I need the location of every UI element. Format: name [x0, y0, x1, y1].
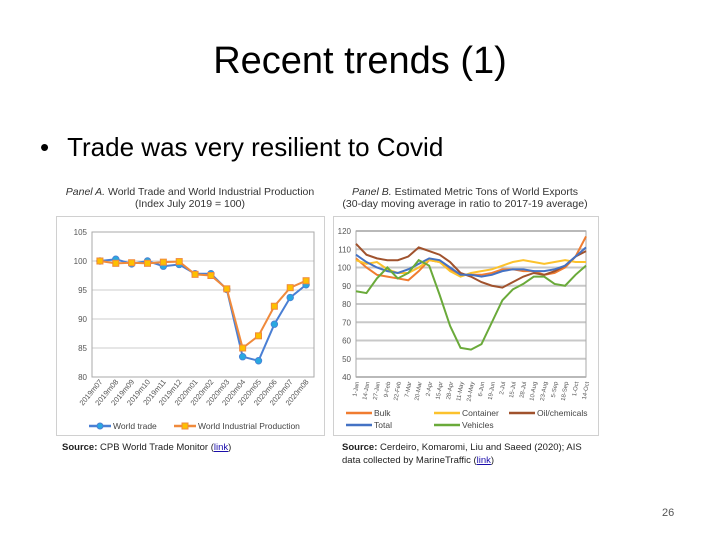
- slide-title: Recent trends (1): [213, 40, 507, 82]
- bullet-point: • Trade was very resilient to Covid: [40, 132, 443, 163]
- y-tick-label: 40: [342, 373, 351, 382]
- x-tick-label: 20-Mar: [414, 381, 423, 401]
- bullet-icon: •: [40, 132, 50, 162]
- x-tick-label: 28-Jul: [519, 381, 528, 398]
- source-link[interactable]: link: [476, 455, 491, 466]
- source-link[interactable]: link: [213, 442, 229, 453]
- panel-b-source: Source: Cerdeiro, Komaromi, Liu and Saee…: [342, 442, 582, 466]
- y-tick-label: 105: [74, 228, 88, 237]
- x-tick-label: 1-Oct: [572, 381, 581, 397]
- data-point: [286, 293, 294, 302]
- x-tick-label: 2-Apr: [426, 381, 434, 396]
- y-tick-label: 80: [78, 373, 87, 382]
- x-tick-label: 6-Jun: [478, 381, 487, 397]
- x-tick-label: 5-Sep: [551, 381, 560, 398]
- data-point: [159, 258, 167, 266]
- data-point: [144, 259, 151, 267]
- legend-label: Bulk: [374, 408, 391, 418]
- data-point: [112, 259, 120, 267]
- legend-marker: [181, 422, 189, 430]
- x-tick-label: 27-Jan: [373, 381, 382, 400]
- legend-label: Total: [374, 420, 392, 430]
- legend-label: Container: [462, 408, 499, 418]
- x-tick-label: 14-Oct: [582, 381, 591, 400]
- x-tick-label: 10-Aug: [529, 381, 538, 401]
- x-tick-label: 22-Feb: [394, 381, 403, 401]
- data-point: [238, 352, 247, 361]
- data-point: [255, 332, 262, 340]
- data-point: [207, 272, 215, 279]
- legend-marker: [96, 422, 104, 430]
- x-tick-label: 11-May: [456, 381, 465, 401]
- series-line-oil-chemicals: [355, 243, 587, 289]
- panel-b-title: Panel B. Estimated Metric Tons of World …: [342, 186, 588, 210]
- panel-a-chart: 80 85 90 95 100 105 2019m07 2019m08 2019m09 2019m…: [56, 216, 325, 436]
- data-point: [175, 258, 183, 266]
- x-tick-label: 19-Jun: [488, 381, 497, 400]
- bullet-text: Trade was very resilient to Covid: [67, 132, 444, 162]
- y-tick-label: 60: [342, 337, 351, 346]
- data-point: [239, 344, 247, 352]
- data-point: [128, 259, 136, 267]
- legend-label: World Industrial Production: [198, 421, 300, 431]
- x-tick-label: 24-May: [467, 381, 476, 402]
- x-tick-label: 1-Jan: [352, 381, 361, 397]
- y-tick-label: 90: [78, 315, 87, 324]
- page-number: 26: [662, 507, 675, 519]
- x-tick-label: 9-Feb: [384, 381, 393, 398]
- y-tick-label: 85: [78, 344, 87, 353]
- y-tick-label: 95: [78, 286, 87, 295]
- series-line-total: [355, 246, 587, 278]
- x-tick-label: 18-Sep: [561, 381, 570, 402]
- data-point: [286, 284, 294, 292]
- data-point: [302, 277, 310, 285]
- panel-b-chart: 40 50 60 70 80 90 100 110 120 1-Jan 14-Jan 27-Jan 9-…: [333, 216, 599, 436]
- data-point: [254, 357, 263, 365]
- data-point: [191, 270, 199, 278]
- data-point: [270, 320, 279, 328]
- plot-area: [355, 230, 587, 378]
- y-tick-label: 50: [342, 355, 351, 364]
- data-point: [96, 257, 104, 265]
- legend-label: Oil/chemicals: [537, 408, 588, 418]
- x-tick-label: 15-Jul: [509, 381, 518, 398]
- legend-label: Vehicles: [462, 420, 494, 430]
- x-tick-label: 7-Mar: [405, 381, 414, 397]
- y-tick-label: 100: [338, 264, 352, 273]
- y-tick-label: 70: [342, 318, 351, 327]
- data-point: [270, 302, 278, 310]
- x-tick-label: 14-Jan: [362, 381, 371, 400]
- x-tick-label: 15-Apr: [436, 381, 445, 400]
- plot-area: [91, 231, 315, 378]
- x-tick-label: 28-Apr: [446, 381, 455, 400]
- series-line-vehicles: [355, 258, 587, 351]
- legend-label: World trade: [113, 421, 157, 431]
- y-tick-label: 120: [338, 227, 352, 236]
- panel-a-source: Source: CPB World Trade Monitor (link): [62, 442, 232, 453]
- y-tick-label: 90: [342, 282, 351, 291]
- data-point: [223, 285, 231, 293]
- y-tick-label: 80: [342, 300, 351, 309]
- y-tick-label: 110: [338, 245, 351, 254]
- x-tick-label: 23-Aug: [540, 381, 549, 401]
- y-tick-label: 100: [74, 257, 88, 266]
- x-tick-label: 2-Jul: [499, 381, 507, 395]
- panel-a-title: Panel A. World Trade and World Industria…: [65, 186, 315, 210]
